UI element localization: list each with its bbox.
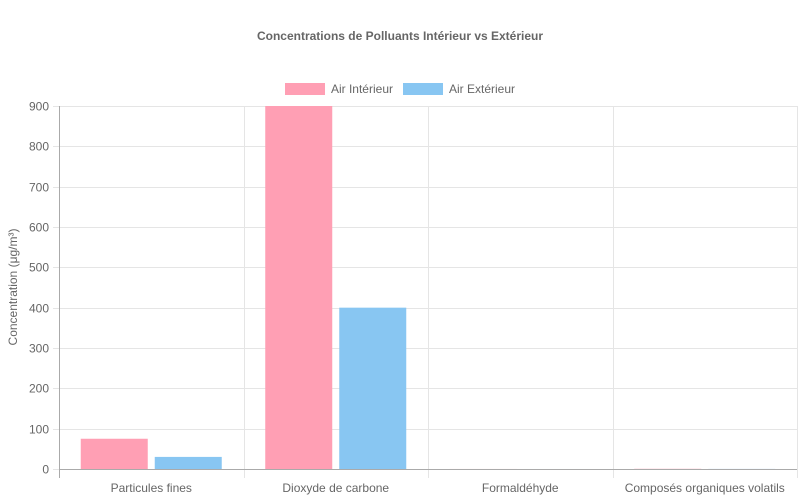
legend-swatch-interior bbox=[284, 83, 325, 95]
y-tick-label: 400 bbox=[29, 302, 49, 316]
legend-label-interior: Air Intérieur bbox=[330, 82, 393, 96]
legend-item-exterior[interactable]: Air Extérieur bbox=[403, 82, 515, 96]
bar-exterior[interactable] bbox=[339, 307, 407, 469]
chart-legend: Air Intérieur Air Extérieur bbox=[0, 82, 800, 96]
y-tick-label: 0 bbox=[42, 463, 49, 477]
y-tick-label: 500 bbox=[29, 261, 49, 275]
legend-swatch-exterior bbox=[403, 83, 443, 95]
y-tick-label: 200 bbox=[29, 382, 49, 396]
y-tick-label: 300 bbox=[29, 342, 49, 356]
bar-interior[interactable] bbox=[80, 438, 148, 469]
x-tick-label: Composés organiques volatils bbox=[625, 481, 785, 495]
y-tick-label: 700 bbox=[29, 181, 49, 195]
y-tick-label: 800 bbox=[29, 140, 49, 154]
y-tick-label: 900 bbox=[29, 100, 49, 114]
x-tick-label: Particules fines bbox=[111, 481, 192, 495]
legend-label-exterior: Air Extérieur bbox=[449, 82, 516, 96]
x-tick-label: Dioxyde de carbone bbox=[282, 481, 389, 495]
legend-item-interior[interactable]: Air Intérieur bbox=[284, 82, 393, 96]
bar-exterior[interactable] bbox=[154, 456, 222, 469]
bar-interior[interactable] bbox=[265, 106, 333, 469]
y-tick-label: 100 bbox=[29, 423, 49, 437]
chart-title: Concentrations de Polluants Intérieur vs… bbox=[256, 29, 544, 43]
y-tick-label: 600 bbox=[29, 221, 49, 235]
x-tick-label: Formaldéhyde bbox=[482, 481, 559, 495]
